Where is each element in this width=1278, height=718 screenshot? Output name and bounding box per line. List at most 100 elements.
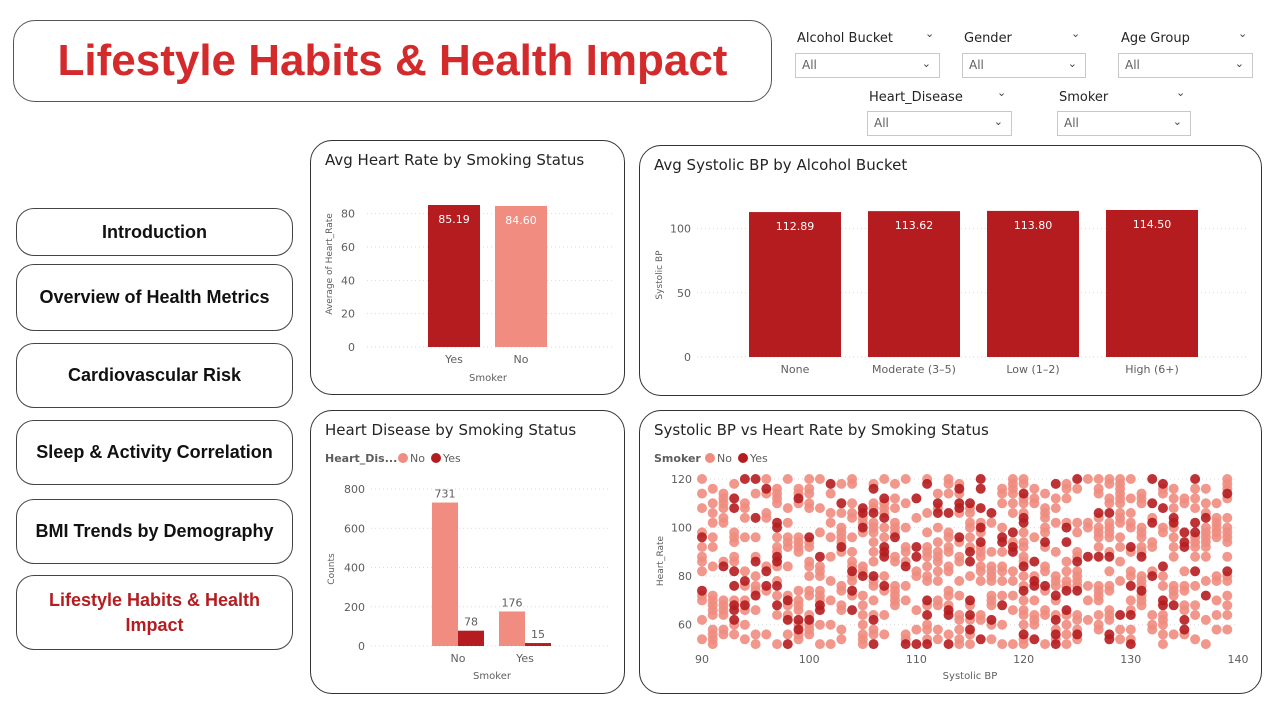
scatter-point-no xyxy=(782,474,793,484)
scatter-point-yes xyxy=(1190,566,1201,577)
scatter-point-no xyxy=(922,561,933,572)
scatter-point-yes xyxy=(1222,488,1233,499)
bar-no xyxy=(495,205,547,347)
scatter-point-yes xyxy=(793,624,804,635)
slicer-value: All xyxy=(969,58,984,72)
scatter-point-no xyxy=(707,498,718,509)
chevron-down-icon[interactable]: ⌄ xyxy=(1071,27,1081,40)
y-tick-label: 400 xyxy=(344,562,365,575)
scatter-point-yes xyxy=(975,634,986,645)
scatter-point-yes xyxy=(1136,551,1147,562)
chevron-down-icon[interactable]: ⌄ xyxy=(1176,86,1186,99)
nav-lifestyle-habits-button[interactable]: Lifestyle Habits & Health Impact xyxy=(16,575,293,650)
scatter-point-yes xyxy=(772,551,783,562)
scatter-point-yes xyxy=(1179,527,1190,538)
scatter-point-no xyxy=(1200,551,1211,562)
scatter-point-no xyxy=(1168,532,1179,543)
scatter-point-yes xyxy=(1029,556,1040,567)
slicer-dropdown[interactable]: All ⌄ xyxy=(795,53,940,78)
scatter-point-no xyxy=(1061,619,1072,630)
scatter-point-no xyxy=(1072,610,1083,620)
scatter-point-no xyxy=(911,566,922,577)
scatter-point-no xyxy=(825,508,836,518)
nav-sleep-activity-button[interactable]: Sleep & Activity Correlation xyxy=(16,420,293,485)
y-tick-label: 40 xyxy=(341,274,355,287)
scatter-point-no xyxy=(1211,512,1222,523)
slicer-age-group[interactable]: Age Group ⌄ All ⌄ xyxy=(1118,27,1256,78)
scatter-point-yes xyxy=(1018,585,1029,596)
scatter-point-yes xyxy=(1072,585,1083,596)
slicer-smoker[interactable]: Smoker ⌄ All ⌄ xyxy=(1057,86,1193,136)
scatter-point-no xyxy=(889,503,900,514)
slicer-dropdown[interactable]: All ⌄ xyxy=(1118,53,1253,78)
scatter-point-no xyxy=(1072,527,1083,538)
nav-introduction-button[interactable]: Introduction xyxy=(16,208,293,256)
scatter-point-no xyxy=(954,634,965,645)
chevron-down-icon[interactable]: ⌄ xyxy=(1238,27,1248,40)
y-tick-label: 50 xyxy=(677,287,691,300)
scatter-point-no xyxy=(782,629,793,640)
scatter-point-no xyxy=(793,483,804,494)
slicer-alcohol-bucket[interactable]: Alcohol Bucket ⌄ All ⌄ xyxy=(795,27,942,78)
legend-no-label: No xyxy=(717,452,732,465)
scatter-point-no xyxy=(889,580,900,591)
scatter-point-no xyxy=(1018,551,1029,562)
scatter-point-no xyxy=(707,532,718,543)
scatter-point-no xyxy=(965,532,975,543)
chevron-down-icon[interactable]: ⌄ xyxy=(997,86,1007,99)
scatter-point-no xyxy=(1040,503,1051,514)
scatter-point-no xyxy=(943,474,954,484)
scatter-point-no xyxy=(761,474,772,484)
scatter-point-no xyxy=(900,522,911,533)
scatter-point-no xyxy=(847,508,858,518)
nav-bmi-trends-button[interactable]: BMI Trends by Demography xyxy=(16,499,293,564)
scatter-point-yes xyxy=(729,614,740,625)
slicer-dropdown[interactable]: All ⌄ xyxy=(1057,111,1191,136)
scatter-point-yes xyxy=(1157,595,1168,606)
scatter-point-no xyxy=(697,566,707,577)
scatter-point-no xyxy=(932,595,943,606)
scatter-point-yes xyxy=(943,605,954,616)
scatter-point-no xyxy=(1222,522,1233,533)
scatter-point-yes xyxy=(986,508,997,518)
scatter-point-no xyxy=(1104,605,1115,616)
scatter-point-yes xyxy=(900,639,911,650)
slicer-dropdown[interactable]: All ⌄ xyxy=(867,111,1012,136)
scatter-point-no xyxy=(847,546,858,557)
slicer-gender[interactable]: Gender ⌄ All ⌄ xyxy=(962,27,1088,78)
nav-cardiovascular-risk-button[interactable]: Cardiovascular Risk xyxy=(16,343,293,408)
scatter-point-yes xyxy=(729,493,740,504)
scatter-point-no xyxy=(868,556,879,567)
scatter-point-no xyxy=(1050,503,1061,514)
scatter-point-no xyxy=(739,532,750,543)
scatter-point-no xyxy=(868,546,879,557)
scatter-point-no xyxy=(1190,503,1201,514)
scatter-point-yes xyxy=(729,566,740,577)
scatter-point-no xyxy=(1082,517,1093,528)
scatter-point-no xyxy=(879,474,890,484)
scatter-point-yes xyxy=(793,614,804,625)
scatter-point-yes xyxy=(739,576,750,586)
scatter-point-yes xyxy=(975,537,986,548)
nav-overview-button[interactable]: Overview of Health Metrics xyxy=(16,264,293,331)
chevron-down-icon[interactable]: ⌄ xyxy=(925,27,935,40)
scatter-point-yes xyxy=(772,517,783,528)
scatter-point-no xyxy=(922,527,933,538)
data-label: 113.62 xyxy=(895,219,934,232)
chart-card-bp-vs-heart-rate: Systolic BP vs Heart Rate by Smoking Sta… xyxy=(639,410,1262,694)
scatter-point-yes xyxy=(986,614,997,625)
scatter-point-yes xyxy=(943,508,954,518)
scatter-point-no xyxy=(761,629,772,640)
slicer-dropdown[interactable]: All ⌄ xyxy=(962,53,1086,78)
nav-label: Cardiovascular Risk xyxy=(67,365,242,385)
scatter-point-yes xyxy=(750,556,761,567)
scatter-point-yes xyxy=(879,580,890,591)
scatter-point-yes xyxy=(1018,512,1029,523)
slicer-heart-disease[interactable]: Heart_Disease ⌄ All ⌄ xyxy=(867,86,1014,136)
scatter-point-yes xyxy=(1050,478,1061,489)
scatter-point-no xyxy=(707,517,718,528)
y-tick-label: 80 xyxy=(678,570,692,583)
scatter-point-yes xyxy=(761,483,772,494)
scatter-point-yes xyxy=(868,571,879,582)
scatter-point-no xyxy=(1029,610,1040,620)
